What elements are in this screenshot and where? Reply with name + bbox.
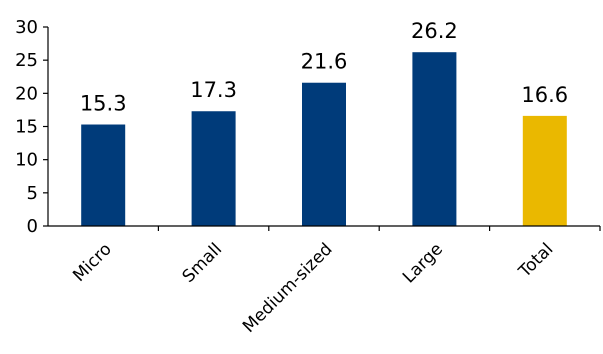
y-axis: 0 5 10 15 20 25 30 [15, 17, 49, 237]
x-axis: Micro Small Medium-sized Large Total [48, 225, 601, 337]
bar-large [412, 52, 457, 226]
bar-small [191, 111, 236, 226]
x-tick-label: Large [399, 239, 447, 287]
y-tick-label: 20 [15, 83, 38, 104]
y-tick-label: 25 [15, 50, 38, 71]
data-label: 21.6 [301, 50, 348, 74]
bar-total [522, 115, 567, 226]
x-tick-label: Small [179, 239, 227, 287]
bar-micro [81, 124, 126, 226]
x-tick-label: Medium-sized [239, 239, 336, 336]
y-tick-label: 5 [27, 183, 38, 204]
data-label: 26.2 [411, 19, 458, 43]
x-tick-label: Total [514, 239, 557, 282]
data-label: 16.6 [521, 83, 568, 107]
data-label: 15.3 [80, 92, 127, 116]
y-tick-label: 15 [15, 117, 38, 138]
y-tick-label: 30 [15, 17, 38, 38]
x-tick-label: Micro [69, 239, 116, 286]
bar-medium-sized [302, 82, 346, 226]
data-label: 17.3 [190, 78, 237, 102]
y-tick-label: 10 [15, 150, 38, 171]
data-labels: 15.3 17.3 21.6 26.2 16.6 [80, 19, 568, 115]
y-tick-label: 0 [27, 216, 38, 237]
bars [81, 52, 567, 226]
